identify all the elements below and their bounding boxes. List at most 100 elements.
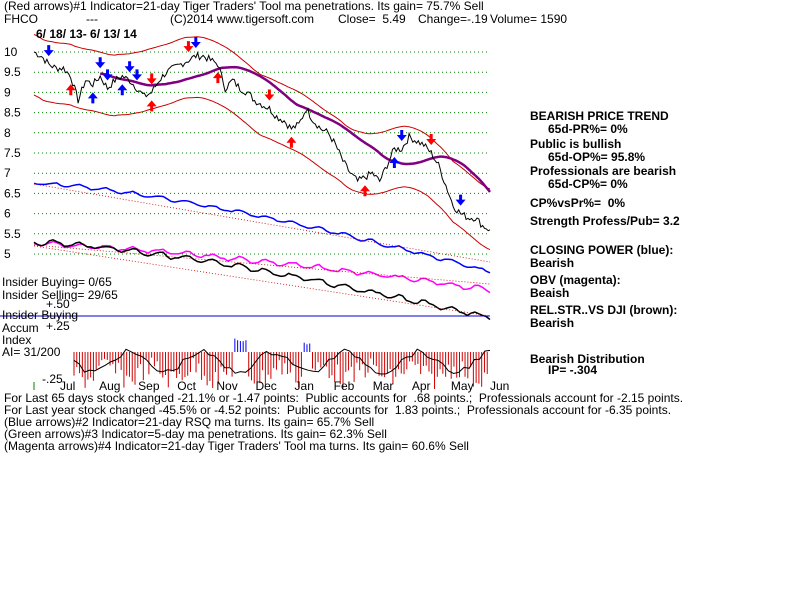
blue-down-arrow [455, 194, 466, 206]
month-label-feb: Feb [334, 379, 355, 393]
closing-power-line [33, 182, 491, 274]
insider-buying-label: Insider Buying [2, 308, 79, 322]
index-label: Index [2, 333, 32, 347]
blue-up-arrow [389, 156, 400, 168]
date-range: 6/ 18/ 13- 6/ 13/ 14 [36, 27, 137, 41]
footer-year-change: For Last year stock changed -45.5% or -4… [4, 403, 672, 417]
y-tick-label: 9.5 [4, 65, 21, 79]
month-label-nov: Nov [216, 379, 237, 393]
price-grid [34, 51, 490, 255]
month-label-jul: Jul [60, 379, 75, 393]
blue-down-arrow [131, 69, 142, 81]
price-change: Change=-.19 [418, 12, 488, 26]
y-tick-label: 9 [4, 85, 11, 99]
month-label-apr: Apr [412, 379, 431, 393]
cp-percent: 65d-CP%= 0% [548, 177, 628, 191]
red-up-arrow [65, 84, 76, 96]
closing-power-value: Bearish [530, 256, 575, 270]
accum-plus-25: +.25 [46, 319, 70, 333]
distribution-label: Bearish Distribution [530, 352, 645, 366]
close-price: Close= 5.49 [338, 12, 406, 26]
header-dashes: --- [86, 12, 98, 26]
footer-magenta-arrows: (Magenta arrows)#4 Indicator=21-day Tige… [4, 439, 469, 453]
upper-band [33, 33, 491, 190]
y-tick-label: 5 [4, 247, 11, 261]
blue-down-arrow [102, 69, 113, 81]
red-down-arrow [146, 73, 157, 85]
y-tick-label: 8 [4, 126, 11, 140]
accum-plus-50: +.50 [46, 297, 70, 311]
closing-power-ma [33, 183, 491, 263]
obv-ma [33, 244, 491, 285]
ma-line [100, 65, 491, 193]
y-tick-label: 6.5 [4, 186, 21, 200]
trend-title: BEARISH PRICE TREND [530, 109, 669, 123]
y-tick-label: 10 [4, 45, 18, 59]
insider-selling-count: Insider Selling= 29/65 [2, 288, 118, 302]
indicator-lines [0, 182, 491, 321]
month-label-sep: Sep [138, 379, 160, 393]
blue-down-arrow [43, 45, 54, 57]
month-label-oct: Oct [177, 379, 196, 393]
professionals-status: Professionals are bearish [530, 164, 677, 178]
accumulation-index [33, 338, 491, 390]
month-label-dec: Dec [255, 379, 276, 393]
month-label-aug: Aug [99, 379, 120, 393]
y-tick-label: 7.5 [4, 146, 21, 160]
ai-value: AI= 31/200 [2, 345, 61, 359]
relstr-label: REL.STR..VS DJI (brown): [530, 303, 678, 317]
lower-band [33, 94, 491, 251]
pr-percent: 65d-PR%= 0% [548, 122, 628, 136]
red-down-arrow [426, 134, 437, 145]
y-tick-label: 6 [4, 207, 11, 221]
footer-65-day-change: For Last 65 days stock changed -21.1% or… [4, 391, 684, 405]
public-status: Public is bullish [530, 137, 622, 151]
closing-power-label: CLOSING POWER (blue): [530, 243, 674, 257]
strength-ratio: Strength Profess/Pub= 3.2 [530, 214, 680, 228]
accum-minus-25: -.25 [42, 372, 63, 386]
price-axis-labels: 10 9.5 9 8.5 8 7.5 7 6.5 6 5.5 5 [4, 45, 21, 261]
month-label-may: May [451, 379, 474, 393]
blue-up-arrow [117, 84, 128, 96]
red-up-arrow [146, 100, 157, 112]
price-series [33, 51, 491, 232]
relstr-ma [33, 245, 491, 317]
red-up-arrow [286, 136, 297, 148]
cp-vs-pr: CP%vsPr%= 0% [530, 196, 626, 210]
month-label-mar: Mar [373, 379, 394, 393]
insider-buying-count: Insider Buying= 0/65 [2, 275, 112, 289]
footer-green-arrows: (Green arrows)#3 Indicator=5-day ma pene… [4, 427, 387, 441]
op-percent: 65d-OP%= 95.8% [548, 150, 646, 164]
copyright: (C)2014 www.tigersoft.com [170, 12, 315, 26]
footer-blue-arrows: (Blue arrows)#2 Indicator=21-day RSQ ma … [4, 415, 375, 429]
blue-down-arrow [396, 129, 407, 141]
accum-label: Accum [2, 321, 39, 335]
blue-down-arrow [95, 57, 106, 69]
blue-down-arrow [124, 61, 135, 73]
accum-line [73, 348, 491, 375]
month-axis-labels: Jul Aug Sep Oct Nov Dec Jan Feb Mar Apr May Jun [60, 379, 509, 393]
ip-value: IP= -.304 [548, 363, 598, 377]
blue-down-arrow [190, 37, 201, 49]
obv-line [33, 240, 491, 294]
header-indicator-line: (Red arrows)#1 Indicator=21-day Tiger Tr… [4, 0, 484, 13]
red-down-arrow [183, 41, 194, 53]
relstr-line [33, 238, 491, 321]
red-down-arrow [264, 89, 275, 101]
volume: Volume= 1590 [490, 12, 568, 26]
month-label-jun: Jun [490, 379, 509, 393]
price-line [33, 51, 491, 232]
red-up-arrow [359, 185, 370, 197]
relstr-value: Bearish [530, 316, 575, 330]
ticker-symbol: FHCO [4, 12, 38, 26]
month-label-jan: Jan [295, 379, 314, 393]
blue-up-arrow [87, 92, 98, 104]
bollinger-bands [33, 33, 491, 251]
obv-label: OBV (magenta): [530, 273, 621, 287]
obv-value: Beaish [530, 286, 570, 300]
moving-average [100, 65, 491, 193]
y-tick-label: 5.5 [4, 227, 21, 241]
signal-arrows [43, 37, 466, 206]
y-tick-label: 8.5 [4, 106, 21, 120]
